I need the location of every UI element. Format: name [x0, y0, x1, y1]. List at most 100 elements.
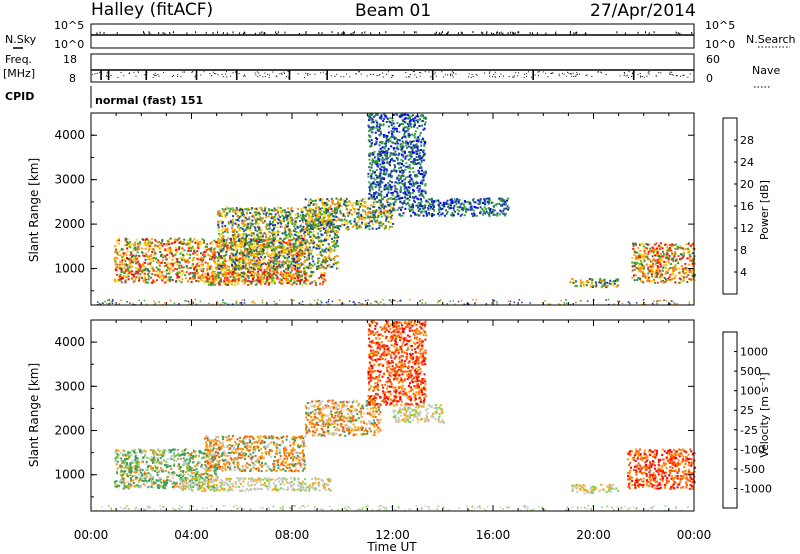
echo-cell	[258, 232, 261, 235]
echo-cell	[231, 258, 234, 261]
echo-cell	[244, 278, 247, 281]
echo-cell	[375, 159, 378, 162]
echo-cell	[192, 275, 195, 278]
echo-cell	[427, 208, 430, 211]
echo-cell	[161, 244, 164, 247]
echo-cell	[307, 221, 310, 224]
echo-cell	[374, 171, 376, 174]
echo-cell	[170, 267, 173, 270]
echo-cell	[401, 202, 404, 205]
echo-cell	[142, 251, 145, 254]
echo-cell	[467, 208, 470, 211]
echo-cell	[334, 212, 337, 215]
echo-cell	[285, 214, 288, 217]
echo-cell	[336, 207, 339, 210]
echo-cell	[394, 142, 397, 145]
echo-cell	[276, 262, 279, 265]
nave-dot	[96, 72, 98, 74]
echo-cell	[312, 203, 315, 206]
echo-cell	[250, 280, 253, 283]
nave-dot	[192, 71, 194, 73]
echo-cell	[234, 284, 237, 287]
echo-cell	[308, 256, 310, 259]
echo-cell	[128, 270, 131, 273]
echo-cell	[295, 272, 298, 275]
echo-cell	[216, 213, 219, 216]
nave-dot	[392, 75, 394, 77]
nsky-spike	[493, 32, 495, 35]
echo-cell	[138, 263, 141, 266]
echo-cell	[457, 201, 460, 204]
echo-cell	[202, 256, 205, 258]
echo-cell	[332, 215, 334, 218]
echo-cell	[363, 218, 366, 221]
echo-cell	[188, 267, 191, 270]
echo-cell	[418, 170, 421, 173]
echo-cell	[416, 213, 419, 216]
echo-cell	[160, 253, 163, 256]
echo-cell	[487, 212, 489, 215]
echo-cell	[138, 255, 141, 257]
echo-cell	[271, 267, 274, 270]
echo-cell	[217, 259, 220, 262]
echo-cell	[272, 247, 275, 249]
echo-cell	[484, 212, 487, 215]
echo-cell	[479, 206, 482, 209]
echo-cell	[588, 278, 591, 280]
echo-cell	[392, 159, 395, 162]
echo-cell	[412, 191, 414, 194]
echo-cell	[261, 281, 263, 283]
nave-dot	[441, 71, 443, 73]
echo-cell	[149, 261, 152, 264]
echo-cell	[135, 270, 138, 273]
nave-dot	[453, 72, 455, 74]
echo-cell	[419, 152, 421, 155]
nsky-spike	[554, 32, 556, 35]
echo-cell	[482, 211, 485, 214]
echo-cell	[233, 269, 236, 272]
nave-dot	[572, 72, 574, 74]
echo-cell	[262, 252, 265, 255]
echo-cell	[437, 199, 440, 202]
echo-cell	[401, 119, 404, 122]
nave-dot	[257, 76, 259, 78]
echo-cell	[377, 157, 380, 160]
echo-cell	[440, 213, 443, 216]
echo-cell	[323, 213, 326, 216]
echo-cell	[176, 271, 179, 274]
echo-cell	[293, 247, 296, 250]
echo-cell	[487, 199, 490, 202]
echo-cell	[398, 152, 401, 155]
echo-cell	[410, 161, 413, 164]
echo-cell	[310, 202, 312, 204]
echo-cell	[199, 276, 201, 279]
echo-cell	[254, 283, 257, 286]
echo-cell	[384, 150, 387, 153]
echo-cell	[386, 117, 389, 120]
echo-cell	[378, 144, 381, 147]
echo-cell	[221, 229, 224, 231]
echo-cell	[175, 252, 178, 255]
nsky-spike	[361, 31, 363, 34]
nave-dot	[632, 72, 634, 74]
echo-cell	[408, 199, 411, 202]
echo-cell	[460, 206, 463, 209]
echo-cell	[202, 251, 205, 254]
echo-cell	[296, 279, 299, 282]
echo-cell	[136, 242, 139, 245]
echo-cell	[259, 275, 262, 278]
echo-cell	[200, 269, 203, 272]
echo-cell	[252, 238, 255, 241]
echo-cell	[211, 250, 213, 253]
nave-dot	[254, 72, 256, 74]
echo-cell	[381, 158, 384, 161]
echo-cell	[378, 125, 381, 128]
nave-dot	[336, 73, 338, 75]
nsky-spike	[284, 31, 286, 34]
echo-cell	[180, 266, 183, 269]
echo-cell	[221, 221, 224, 224]
echo-cell	[219, 271, 221, 274]
echo-cell	[401, 144, 404, 147]
echo-cell	[312, 200, 315, 202]
echo-cell	[250, 251, 253, 254]
